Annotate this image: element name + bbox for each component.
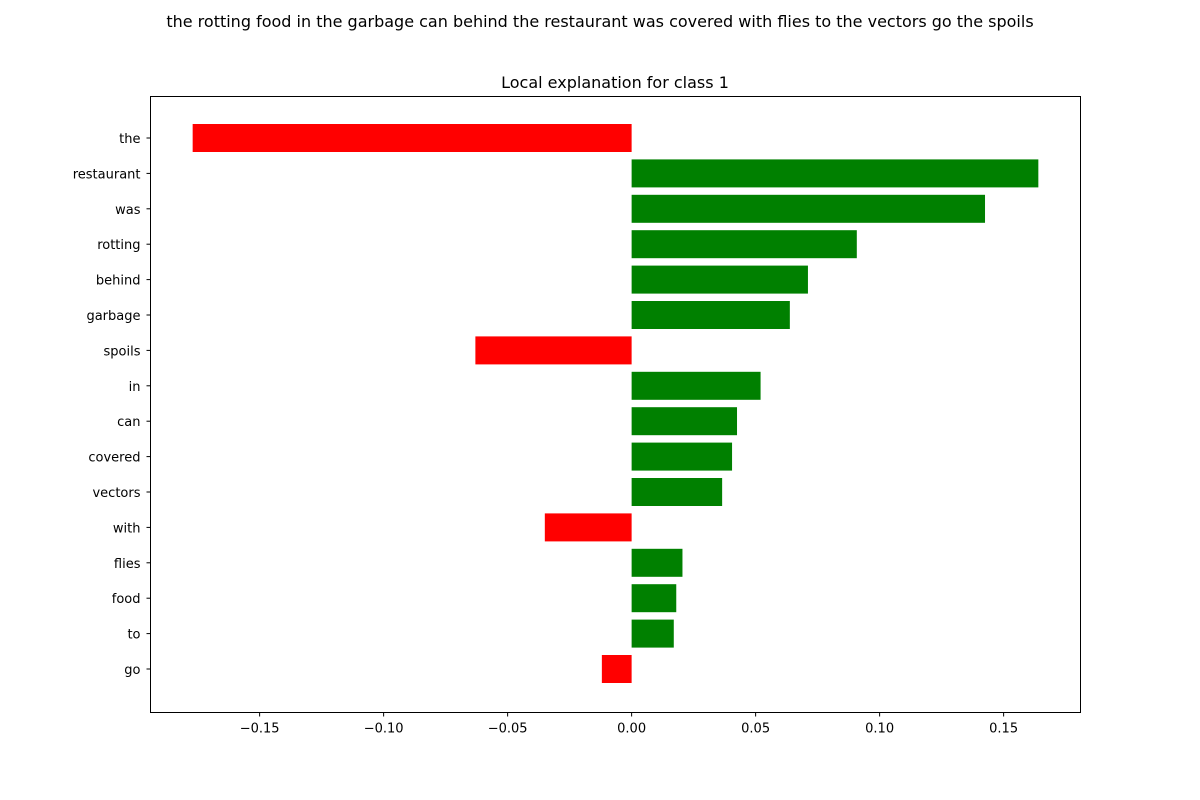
bar-vectors bbox=[631, 478, 723, 506]
y-tick-label-in: in bbox=[129, 380, 141, 395]
y-tick-label-restaurant: restaurant bbox=[73, 167, 141, 182]
bar-go bbox=[601, 655, 632, 683]
bar-the bbox=[192, 124, 632, 152]
bar-to bbox=[631, 619, 674, 648]
y-tick-label-to: to bbox=[127, 628, 140, 643]
plot-frame bbox=[150, 96, 1081, 713]
x-tick-label: 0.05 bbox=[741, 722, 770, 737]
bar-rotting bbox=[631, 230, 857, 259]
y-tick-label-vectors: vectors bbox=[92, 486, 140, 501]
bar-food bbox=[631, 584, 677, 613]
bar-garbage bbox=[631, 301, 790, 329]
bar-flies bbox=[631, 548, 683, 577]
y-tick-label-garbage: garbage bbox=[86, 309, 140, 324]
x-tick-label: 0.10 bbox=[865, 722, 894, 737]
y-tick-label-can: can bbox=[117, 415, 140, 430]
chart-title: Local explanation for class 1 bbox=[501, 73, 729, 92]
x-tick-label: −0.05 bbox=[488, 722, 528, 737]
bar-can bbox=[631, 407, 738, 436]
bar-with bbox=[544, 513, 632, 542]
y-tick-label-behind: behind bbox=[96, 274, 141, 289]
bar-in bbox=[631, 371, 761, 400]
y-tick-label-rotting: rotting bbox=[97, 238, 140, 253]
bar-covered bbox=[631, 442, 733, 471]
y-tick-label-was: was bbox=[115, 203, 141, 218]
x-tick-label: −0.10 bbox=[364, 722, 404, 737]
bar-restaurant bbox=[631, 159, 1039, 188]
y-tick-label-flies: flies bbox=[114, 557, 141, 572]
x-axis: −0.15 −0.10 −0.05 0.00 0.05 0.10 0.15 bbox=[240, 712, 1018, 737]
y-tick-label-spoils: spoils bbox=[104, 344, 141, 359]
bar-was bbox=[631, 194, 986, 223]
x-tick-label: 0.00 bbox=[617, 722, 646, 737]
figure-suptitle: the rotting food in the garbage can behi… bbox=[166, 12, 1034, 31]
y-tick-label-the: the bbox=[119, 132, 140, 147]
bars-group bbox=[192, 124, 1039, 683]
y-tick-label-covered: covered bbox=[88, 451, 140, 466]
bar-spoils bbox=[475, 336, 632, 365]
y-tick-label-go: go bbox=[124, 663, 140, 678]
x-tick-label: −0.15 bbox=[240, 722, 280, 737]
y-axis: the restaurant was rotting behind garbage spoi… bbox=[73, 132, 151, 678]
y-tick-label-food: food bbox=[112, 592, 141, 607]
y-tick-label-with: with bbox=[113, 521, 141, 536]
bar-behind bbox=[631, 265, 808, 294]
x-tick-label: 0.15 bbox=[989, 722, 1018, 737]
